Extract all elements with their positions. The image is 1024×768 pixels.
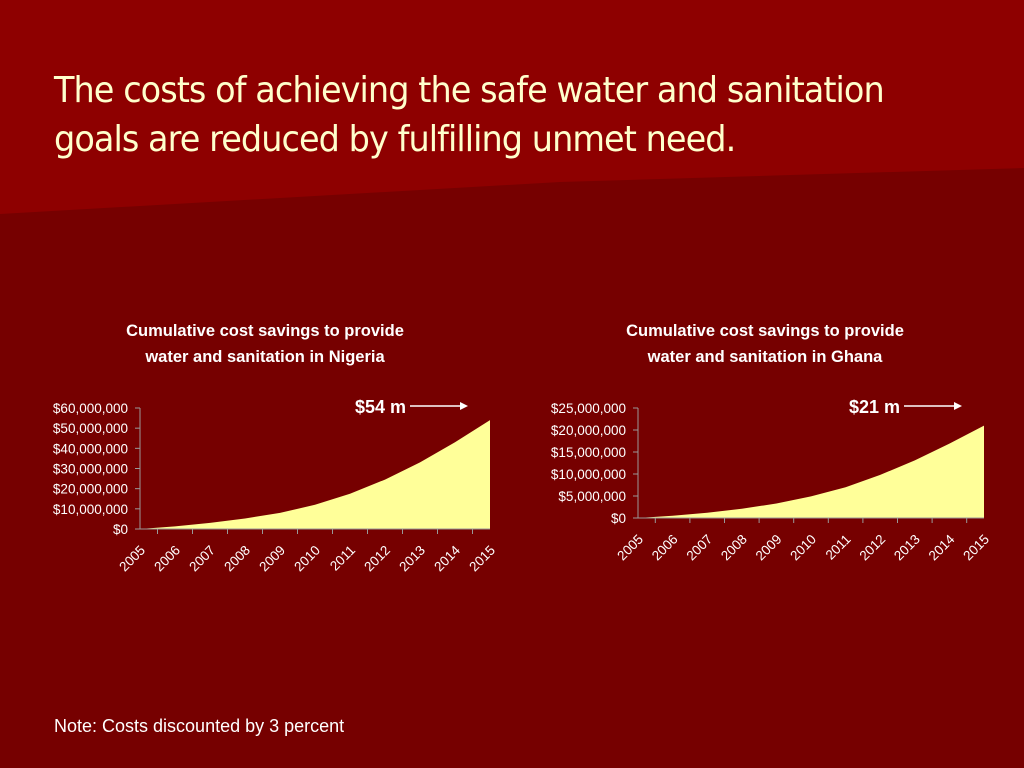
nigeria-x-tick-label: 2005 (116, 543, 148, 575)
nigeria-y-tick-label: $0 (113, 522, 128, 537)
footnote: Note: Costs discounted by 3 percent (54, 716, 345, 736)
nigeria-y-tick-label: $30,000,000 (53, 462, 128, 477)
ghana-total-annotation: $21 m (849, 397, 900, 417)
ghana-chart: Cumulative cost savings to provide water… (520, 318, 1010, 598)
ghana-x-tick-label: 2012 (856, 532, 888, 564)
nigeria-x-tick-label: 2014 (431, 542, 463, 574)
nigeria-y-tick-label: $10,000,000 (53, 502, 128, 517)
ghana-y-tick-label: $25,000,000 (551, 401, 626, 416)
nigeria-chart-title: Cumulative cost savings to provide water… (20, 318, 510, 370)
ghana-chart-title-line-2: water and sanitation in Ghana (647, 348, 883, 366)
ghana-x-tick-label: 2015 (960, 532, 992, 564)
nigeria-y-tick-label: $50,000,000 (53, 421, 128, 436)
ghana-chart-title: Cumulative cost savings to provide water… (520, 318, 1010, 370)
nigeria-chart: Cumulative cost savings to provide water… (20, 318, 510, 598)
nigeria-total-annotation: $54 m (355, 397, 406, 417)
ghana-x-tick-label: 2006 (649, 532, 681, 564)
ghana-annotation-arrow-head (954, 402, 962, 410)
ghana-chart-title-line-1: Cumulative cost savings to provide (626, 322, 904, 340)
nigeria-annotation-arrow-head (460, 402, 468, 410)
ghana-y-tick-label: $5,000,000 (558, 489, 626, 504)
ghana-chart-plot: $0 $5,000,000 $10,000,000 $15,000,000 $20,00… (551, 397, 992, 564)
ghana-x-tick-label: 2013 (891, 532, 923, 564)
nigeria-x-tick-label: 2009 (256, 543, 288, 575)
ghana-area-series (638, 425, 984, 518)
slide-title: The costs of achieving the safe water an… (54, 70, 885, 160)
nigeria-chart-title-line-1: Cumulative cost savings to provide (126, 322, 404, 340)
nigeria-x-tick-label: 2011 (327, 543, 358, 574)
nigeria-y-tick-label: $40,000,000 (53, 441, 128, 456)
ghana-x-tick-label: 2011 (823, 532, 854, 563)
nigeria-y-tick-label: $60,000,000 (53, 401, 128, 416)
ghana-y-tick-label: $15,000,000 (551, 445, 626, 460)
ghana-x-tick-label: 2010 (787, 532, 819, 564)
ghana-x-tick-label: 2008 (718, 532, 750, 564)
nigeria-y-tick-label: $20,000,000 (53, 482, 128, 497)
nigeria-x-tick-label: 2007 (186, 543, 218, 575)
nigeria-x-tick-label: 2010 (291, 543, 323, 575)
ghana-x-tick-label: 2014 (926, 531, 958, 563)
ghana-x-tick-label: 2007 (683, 532, 715, 564)
ghana-y-tick-label: $10,000,000 (551, 467, 626, 482)
nigeria-chart-title-line-2: water and sanitation in Nigeria (145, 348, 385, 366)
nigeria-chart-plot: $0 $10,000,000 $20,000,000 $30,000,000 $40,0… (53, 397, 498, 575)
nigeria-x-tick-label: 2012 (361, 543, 393, 575)
ghana-y-tick-label: $20,000,000 (551, 423, 626, 438)
nigeria-x-tick-label: 2013 (396, 543, 428, 575)
nigeria-area-series (140, 420, 490, 529)
nigeria-x-tick-label: 2008 (221, 543, 253, 575)
nigeria-x-tick-label: 2006 (151, 543, 183, 575)
ghana-x-tick-label: 2005 (614, 532, 646, 564)
ghana-y-tick-label: $0 (611, 511, 626, 526)
nigeria-x-tick-label: 2015 (466, 543, 498, 575)
ghana-x-tick-label: 2009 (753, 532, 785, 564)
